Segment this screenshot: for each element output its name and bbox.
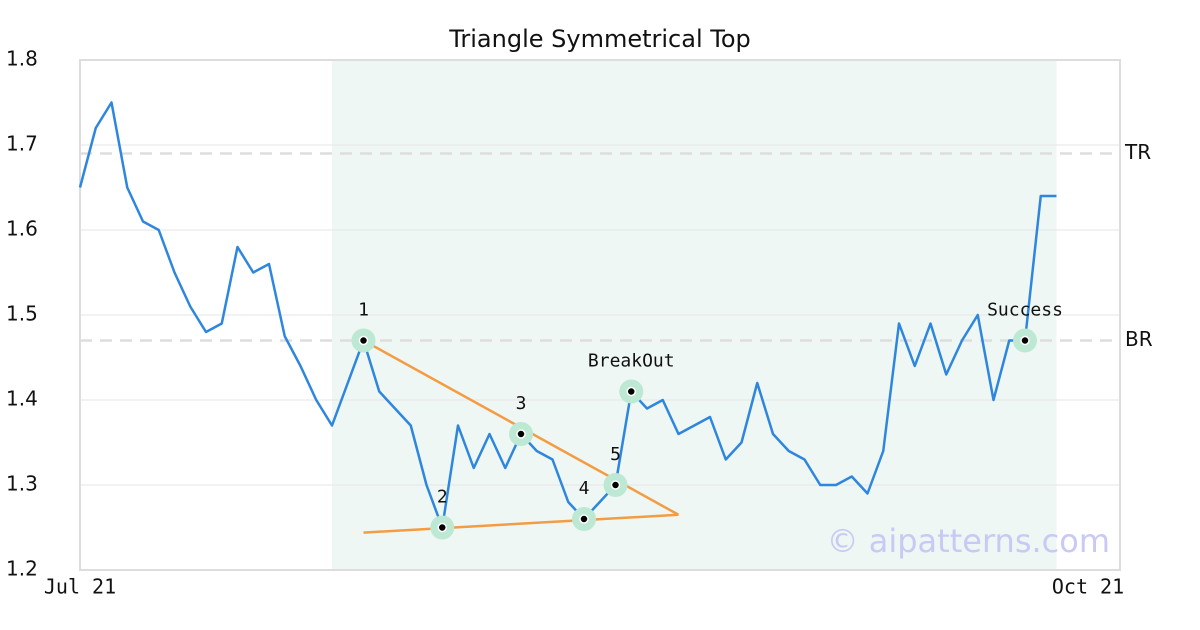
point-label: BreakOut — [588, 351, 675, 372]
point-dot — [437, 522, 447, 533]
point-dot — [516, 429, 526, 439]
point-dot — [358, 335, 369, 346]
y-tick-label: 1.6 — [6, 217, 38, 241]
y-tick-label: 1.4 — [6, 387, 38, 411]
point-dot — [579, 514, 589, 524]
point-label: 5 — [610, 444, 621, 465]
point-label: 2 — [437, 487, 448, 508]
point-label: 1 — [358, 300, 369, 321]
level-label: BR — [1125, 327, 1153, 351]
price-line — [78, 101, 1057, 529]
point-label: 3 — [516, 393, 527, 414]
point-dot — [626, 386, 636, 397]
watermark: © aipatterns.com — [827, 522, 1110, 560]
level-label: TR — [1124, 140, 1151, 164]
x-tick-label: Jul 21 — [44, 575, 116, 599]
point-label: Success — [987, 300, 1063, 321]
plot-frame — [79, 59, 1121, 571]
x-tick-label: Oct 21 — [1052, 575, 1124, 599]
y-tick-label: 1.2 — [6, 557, 38, 581]
chart-title: Triangle Symmetrical Top — [448, 25, 751, 53]
y-tick-label: 1.7 — [6, 132, 38, 156]
point-dot — [610, 480, 621, 490]
y-tick-label: 1.8 — [6, 47, 38, 71]
point-dot — [1020, 335, 1030, 346]
point-label: 4 — [579, 478, 590, 499]
trend-line — [363, 513, 679, 534]
y-tick-label: 1.5 — [6, 302, 38, 326]
y-tick-label: 1.3 — [6, 472, 38, 496]
